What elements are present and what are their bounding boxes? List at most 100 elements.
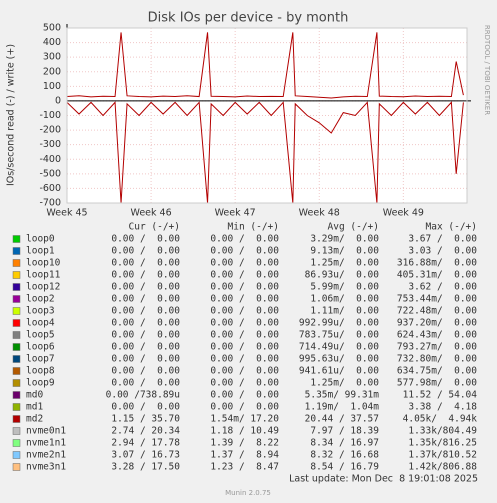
row-name: nvme2n1 xyxy=(26,450,66,461)
row-name: nvme3n1 xyxy=(26,462,66,473)
row-name: loop10 xyxy=(26,258,61,269)
table-cell: 722.48m/ 0.00 xyxy=(397,306,477,317)
table-cell: 0.00 /738.89u xyxy=(106,390,180,401)
table-cell: 992.99u/ 0.00 xyxy=(299,318,379,329)
table-cell: 0.00 / 0.00 xyxy=(111,366,180,377)
table-cell: 0.00 / 0.00 xyxy=(210,258,279,269)
table-cell: 3.28 / 17.50 xyxy=(111,462,180,473)
table-cell: 1.37 / 8.94 xyxy=(210,450,279,461)
table-cell: 8.54 / 16.79 xyxy=(310,462,379,473)
side-label: RRDTOOL / TOBI OETIKER xyxy=(483,25,491,115)
y-tick-label: -100 xyxy=(39,110,61,121)
y-tick-label: 200 xyxy=(43,66,61,77)
table-cell: 0.00 / 0.00 xyxy=(111,234,180,245)
table-cell: 793.27m/ 0.00 xyxy=(397,342,477,353)
legend-swatch xyxy=(12,403,21,411)
row-name: loop4 xyxy=(26,318,55,329)
x-tick-label: Week 48 xyxy=(299,208,340,219)
row-name: loop6 xyxy=(26,342,55,353)
legend-swatch xyxy=(12,247,21,255)
table-cell: 3.62 / 0.00 xyxy=(408,282,477,293)
y-tick-label: 300 xyxy=(43,52,61,63)
table-cell: 1.11m/ 0.00 xyxy=(310,306,379,317)
legend-swatch xyxy=(12,295,21,303)
table-header: Cur (-/+) xyxy=(129,222,180,233)
table-cell: 1.15 / 35.70 xyxy=(111,414,180,425)
table-cell: 9.13m/ 0.00 xyxy=(310,246,379,257)
table-cell: 2.94 / 17.78 xyxy=(111,438,180,449)
y-tick-label: 100 xyxy=(43,81,61,92)
table-cell: 1.25m/ 0.00 xyxy=(310,378,379,389)
row-name: md0 xyxy=(26,390,43,401)
table-cell: 577.98m/ 0.00 xyxy=(397,378,477,389)
table-cell: 0.00 / 0.00 xyxy=(210,354,279,365)
table-cell: 714.49u/ 0.00 xyxy=(299,342,379,353)
y-tick-label: -600 xyxy=(39,183,61,194)
table-cell: 0.00 / 0.00 xyxy=(111,258,180,269)
table-cell: 0.00 / 0.00 xyxy=(111,270,180,281)
table-cell: 0.00 / 0.00 xyxy=(210,390,279,401)
table-cell: 624.43m/ 0.00 xyxy=(397,330,477,341)
table-cell: 5.35m/ 99.31m xyxy=(305,390,380,401)
row-name: loop3 xyxy=(26,306,55,317)
series-line xyxy=(66,32,464,99)
legend-swatch xyxy=(12,463,21,471)
legend-swatch xyxy=(12,319,21,327)
legend-swatch xyxy=(12,259,21,267)
legend-swatch xyxy=(12,391,21,399)
x-tick-label: Week 49 xyxy=(383,208,424,219)
table-cell: 0.00 / 0.00 xyxy=(210,366,279,377)
legend-swatch xyxy=(12,235,21,243)
table-cell: 1.18 / 10.49 xyxy=(210,426,279,437)
table-cell: 3.38 / 4.18 xyxy=(408,402,477,413)
table-cell: 20.44 / 37.57 xyxy=(305,414,379,425)
table-cell: 0.00 / 0.00 xyxy=(111,342,180,353)
table-cell: 0.00 / 0.00 xyxy=(210,234,279,245)
y-tick-label: 0 xyxy=(55,95,61,106)
table-cell: 2.74 / 20.34 xyxy=(111,426,180,437)
x-tick-label: Week 45 xyxy=(46,208,87,219)
chart-title: Disk IOs per device - by month xyxy=(148,11,349,26)
table-cell: 1.39 / 8.22 xyxy=(210,438,279,449)
row-name: loop12 xyxy=(26,282,60,293)
legend-swatch xyxy=(12,427,21,435)
table-cell: 8.32 / 16.68 xyxy=(310,450,379,461)
legend-swatch xyxy=(12,283,21,291)
table-cell: 1.54m/ 17.20 xyxy=(210,414,279,425)
table-cell: 1.25m/ 0.00 xyxy=(310,258,379,269)
table-cell: 0.00 / 0.00 xyxy=(210,246,279,257)
table-cell: 3.07 / 16.73 xyxy=(111,450,180,461)
table-cell: 0.00 / 0.00 xyxy=(111,306,180,317)
y-axis-label: IOs/second read (-) / write (+) xyxy=(6,44,17,186)
table-cell: 7.97 / 18.39 xyxy=(310,426,379,437)
table-cell: 3.03 / 0.00 xyxy=(408,246,477,257)
row-name: loop11 xyxy=(26,270,61,281)
table-cell: 783.75u/ 0.00 xyxy=(299,330,379,341)
x-tick-label: Week 47 xyxy=(215,208,256,219)
table-header: Min (-/+) xyxy=(228,222,279,233)
y-tick-label: -200 xyxy=(39,125,61,136)
legend-swatch xyxy=(12,367,21,375)
y-tick-label: -400 xyxy=(39,154,61,165)
legend-swatch xyxy=(12,379,21,387)
table-cell: 937.20m/ 0.00 xyxy=(397,318,477,329)
series-line xyxy=(66,101,464,204)
table-cell: 86.93u/ 0.00 xyxy=(305,270,380,281)
y-tick-label: -300 xyxy=(39,139,61,150)
legend-swatch xyxy=(12,271,21,279)
table-cell: 3.67 / 0.00 xyxy=(408,234,477,245)
row-name: loop2 xyxy=(26,294,55,305)
table-cell: 0.00 / 0.00 xyxy=(210,330,279,341)
x-tick-label: Week 46 xyxy=(131,208,172,219)
legend-swatch xyxy=(12,331,21,339)
table-cell: 0.00 / 0.00 xyxy=(210,294,279,305)
table-cell: 0.00 / 0.00 xyxy=(111,402,180,413)
last-update: Last update: Mon Dec 8 19:01:08 2025 xyxy=(289,474,478,485)
table-cell: 0.00 / 0.00 xyxy=(210,402,279,413)
table-cell: 405.31m/ 0.00 xyxy=(397,270,477,281)
legend-swatch xyxy=(12,355,21,363)
version: Munin 2.0.75 xyxy=(225,489,271,497)
table-header: Avg (-/+) xyxy=(328,222,379,233)
table-cell: 1.23 / 8.47 xyxy=(210,462,279,473)
table-cell: 753.44m/ 0.00 xyxy=(397,294,477,305)
